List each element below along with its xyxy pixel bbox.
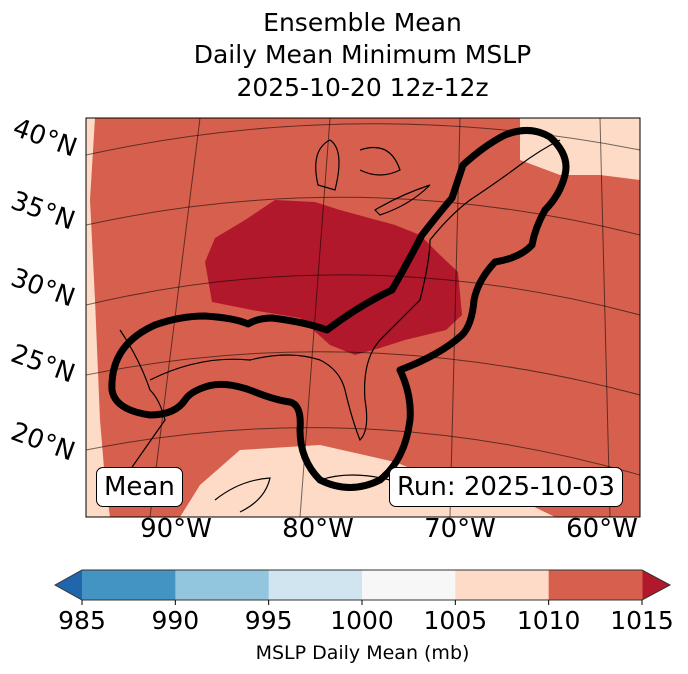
colorbar-segment — [82, 570, 176, 600]
colorbar-segment — [268, 570, 363, 600]
contour-line — [108, 127, 570, 491]
colorbar — [53, 569, 672, 605]
colorbar-tick-label: 985 — [58, 606, 106, 635]
colorbar-tick-label: 1000 — [330, 606, 394, 635]
colorbar-label: MSLP Daily Mean (mb) — [255, 642, 470, 664]
colorbar-over-extension — [642, 570, 670, 600]
colorbar-segment — [362, 570, 456, 600]
colorbar-tick-label: 995 — [244, 606, 293, 635]
lon-label-80: 80°W — [282, 514, 354, 544]
run-label-box: Run: 2025-10-03 — [389, 467, 623, 507]
colorbar-tick-label: 1010 — [516, 606, 581, 635]
lon-label-90: 90°W — [140, 514, 212, 544]
map-frame — [85, 117, 641, 518]
mean-label-box: Mean — [96, 467, 183, 507]
colorbar-segment — [455, 570, 550, 600]
high-pressure-field — [205, 200, 462, 355]
lon-label-70: 70°W — [424, 514, 496, 544]
colorbar-segment — [548, 570, 643, 600]
colorbar-tick-label: 990 — [151, 606, 200, 635]
colorbar-tick-label: 1005 — [423, 606, 488, 635]
lon-label-60: 60°W — [566, 514, 638, 544]
colorbar-tick-label: 1015 — [610, 606, 674, 635]
map-area — [86, 118, 640, 517]
colorbar-segment — [175, 570, 270, 600]
title-line-2: Daily Mean Minimum MSLP — [193, 40, 532, 69]
title-line-3: 2025-10-20 12z-12z — [236, 73, 489, 102]
title-line-1: Ensemble Mean — [263, 8, 462, 37]
colorbar-under-extension — [55, 570, 82, 600]
